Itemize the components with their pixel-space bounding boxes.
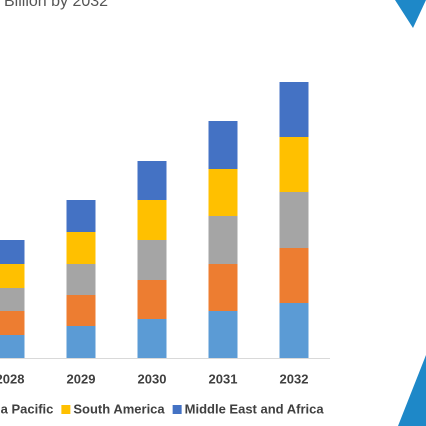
bar-segment [0,264,25,288]
x-tick-label: 2031 [209,371,238,386]
bar-segment [137,200,167,240]
bar-segment [66,200,96,232]
bar-segment [279,192,309,248]
decoration [398,355,426,426]
bar-segment [208,169,238,216]
bar-segment [208,216,238,264]
bar-segment [0,288,25,311]
bar-segment [137,240,167,280]
legend-label: South America [73,401,165,416]
bar-segment [0,311,25,335]
bar-segment [279,303,309,358]
legend-swatch [172,405,182,414]
bar-segment [137,280,167,319]
x-tick-label: 2032 [280,371,309,386]
bar-segment [0,335,25,358]
decoration [395,0,426,28]
bar-segment [137,161,167,200]
bar-segment [279,137,309,192]
bar-segment [66,295,96,326]
bar-segment [66,326,96,358]
bar-segment [279,248,309,303]
bar-segment [279,82,309,137]
bar-segment [66,264,96,295]
chart-title: Billion by 2032 [4,0,108,10]
bar-segment [66,232,96,264]
legend-swatch [61,405,71,414]
bar-segment [208,311,238,358]
x-tick-label: 2030 [138,371,167,386]
legend-label: ia Pacific [0,401,53,416]
bar-segment [208,121,238,169]
bar-segment [0,240,25,264]
legend-label: Middle East and Africa [185,401,325,416]
bar-segment [137,319,167,358]
bar-segment [208,264,238,311]
x-tick-label: 2029 [67,371,96,386]
